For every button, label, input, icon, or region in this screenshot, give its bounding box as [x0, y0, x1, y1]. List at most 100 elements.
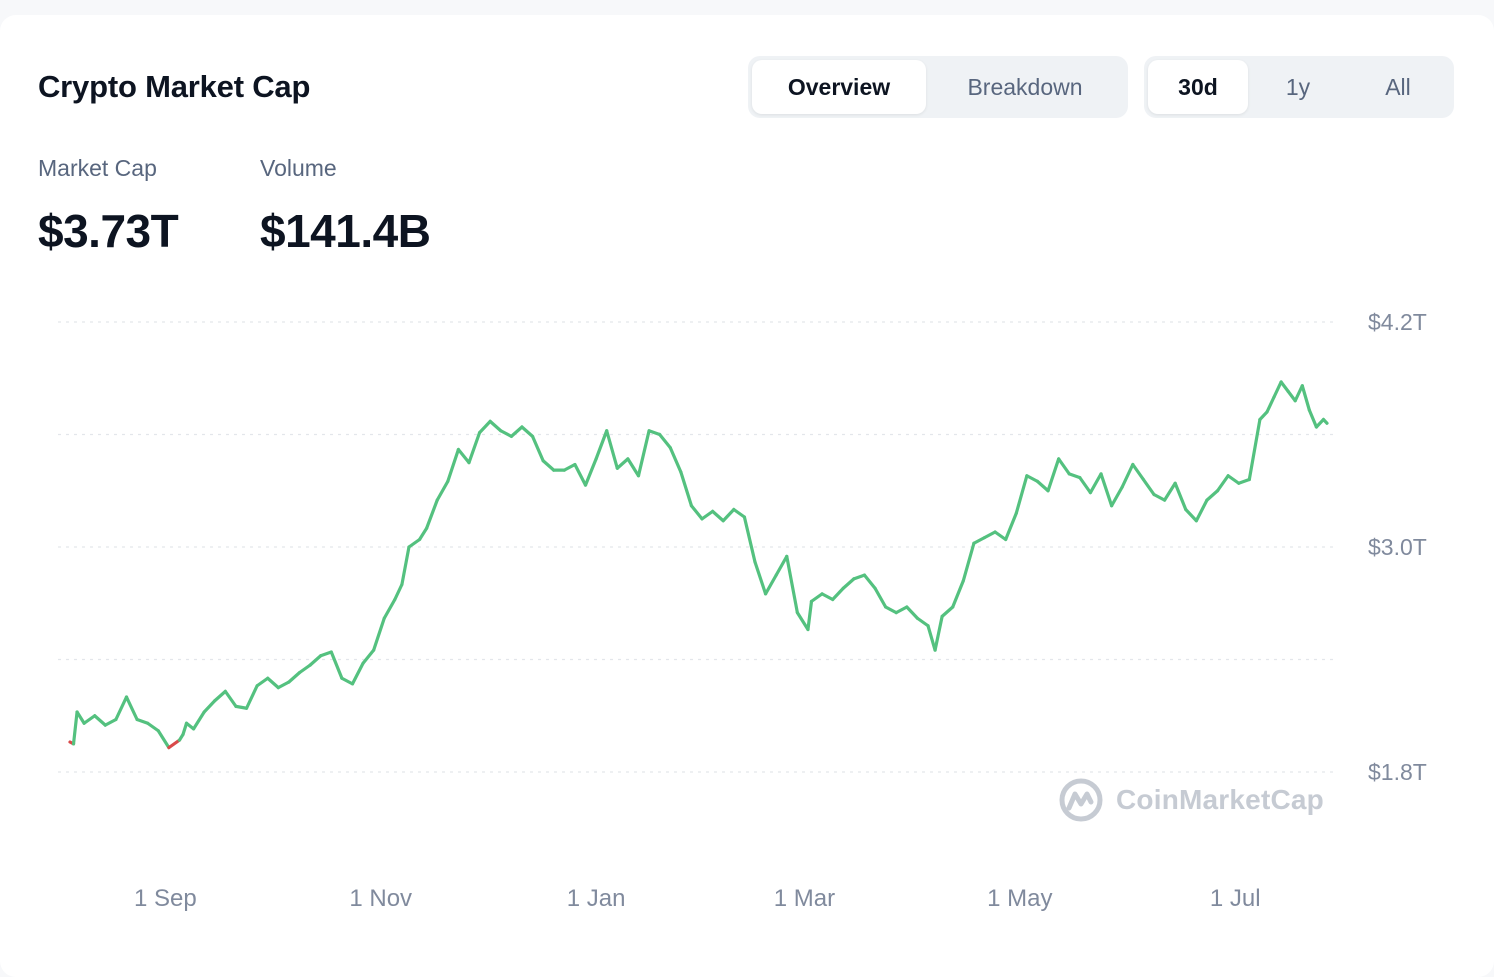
tab-breakdown[interactable]: Breakdown — [967, 73, 1083, 100]
page-title: Crypto Market Cap — [38, 69, 311, 104]
series-line-segment — [329, 650, 344, 680]
market-cap-value: $3.73T — [38, 205, 179, 257]
series-line-segment — [340, 676, 355, 686]
series-line-segment — [1272, 380, 1283, 399]
series-line-segment — [1162, 481, 1177, 502]
series-line-segment — [297, 663, 312, 675]
series-line-segment — [135, 717, 150, 725]
series-line-segment — [446, 447, 460, 483]
y-tick-label: $3.0T — [1368, 534, 1427, 560]
range-1y-button[interactable]: 1y — [1285, 73, 1311, 100]
view-toggle: Overview Breakdown — [748, 56, 1128, 118]
series-line-segment — [1307, 408, 1319, 429]
series-line-segment — [287, 671, 302, 684]
volume-stat: Volume $141.4B — [260, 155, 431, 258]
series-line-segment — [202, 699, 217, 714]
series-line-segment — [191, 710, 206, 731]
series-line-segment — [732, 507, 747, 519]
series-line-segment — [862, 573, 877, 590]
series-line-segment — [933, 614, 944, 652]
series-line-segment — [407, 537, 422, 549]
series-line-segment — [1120, 462, 1135, 489]
series-line-segment — [499, 429, 513, 438]
series-line-segment — [1205, 489, 1220, 502]
series-line-segment — [884, 605, 898, 615]
series-line-segment — [530, 434, 545, 463]
series-line-segment — [658, 432, 672, 450]
series-line-segment — [350, 661, 365, 686]
series-line-segment — [605, 429, 619, 470]
series-line-segment — [774, 554, 789, 577]
series-line-segment — [488, 419, 503, 433]
series-line-segment — [75, 710, 86, 725]
series-line-segment — [915, 616, 930, 628]
series-line-segment — [1194, 498, 1209, 523]
series-line-segment — [393, 582, 404, 602]
series-line-segment — [636, 429, 651, 478]
series-line-segment — [1131, 462, 1145, 482]
series-line-segment — [244, 684, 259, 710]
series-line-segment — [1099, 472, 1114, 508]
series-line-segment — [255, 676, 270, 688]
volume-label: Volume — [260, 155, 337, 181]
series-line-segment — [647, 429, 662, 437]
series-line-segment — [71, 710, 79, 746]
series-line-segment — [583, 457, 598, 487]
series-line-segment — [417, 526, 429, 542]
series-line-segment — [1215, 474, 1230, 493]
series-line-segment — [679, 470, 694, 508]
series-line-segment — [721, 507, 736, 523]
tab-overview[interactable]: Overview — [752, 60, 926, 114]
series-line-segment — [972, 536, 987, 545]
series-line-segment — [668, 446, 683, 474]
series-line-segment — [114, 695, 129, 722]
series-line-segment — [541, 459, 556, 472]
series-line-segment — [1300, 384, 1311, 412]
range-30d-button[interactable]: 30d — [1148, 60, 1248, 114]
series-line-segment — [1004, 511, 1018, 542]
series-line-segment — [156, 729, 171, 750]
series-line-segment — [146, 721, 160, 733]
series-line-segment — [873, 586, 888, 609]
market-cap-chart[interactable]: $1.8T $3.0T $4.2T 1 Sep 1 Nov 1 Jan 1 Mar 1 May… — [0, 15, 1494, 977]
range-toggle: 30d 1y All — [1144, 56, 1454, 118]
series-line-segment — [841, 577, 856, 590]
x-tick-label: 1 Nov — [349, 885, 412, 912]
series-line-segment — [562, 462, 577, 472]
series-line-segment — [711, 509, 725, 523]
series-line-segment — [477, 419, 492, 435]
series-line-segment — [234, 704, 249, 710]
series-line-segment — [1067, 472, 1082, 480]
series-line-segment — [1025, 474, 1040, 483]
series-line-segment — [1088, 472, 1103, 495]
series-line-segment — [1286, 389, 1297, 403]
series-line-segment — [520, 425, 535, 438]
x-tick-label: 1 Mar — [774, 885, 835, 912]
series-line-segment — [223, 689, 238, 708]
series-line-segment — [1226, 474, 1241, 485]
series-line-segment — [319, 650, 333, 658]
series-line-segment — [1247, 417, 1262, 482]
volume-value: $141.4B — [260, 205, 431, 257]
series-line-segment — [1035, 479, 1050, 493]
series-line-segment — [961, 541, 976, 583]
range-all-button[interactable]: All — [1385, 73, 1411, 100]
series-line-segment — [1014, 474, 1029, 515]
y-tick-label: $1.8T — [1368, 759, 1427, 785]
series-line-segment — [894, 605, 909, 615]
x-tick-label: 1 Sep — [134, 885, 197, 912]
series-line-segment — [951, 579, 965, 609]
series-line-segment — [1173, 481, 1188, 512]
series-line-segment — [1110, 485, 1124, 508]
market-cap-label: Market Cap — [38, 155, 157, 181]
series-line-segment — [181, 721, 189, 737]
series-line-segment — [266, 676, 280, 690]
series-line-segment — [276, 680, 291, 690]
series-line-segment — [82, 714, 97, 725]
series-line-segment — [1141, 477, 1156, 497]
series-line-segment — [93, 714, 107, 727]
series-line-segment — [594, 429, 609, 461]
series-line-segment — [993, 530, 1008, 542]
coinmarketcap-logo-icon — [1059, 778, 1103, 822]
series-line-segment — [806, 599, 814, 632]
